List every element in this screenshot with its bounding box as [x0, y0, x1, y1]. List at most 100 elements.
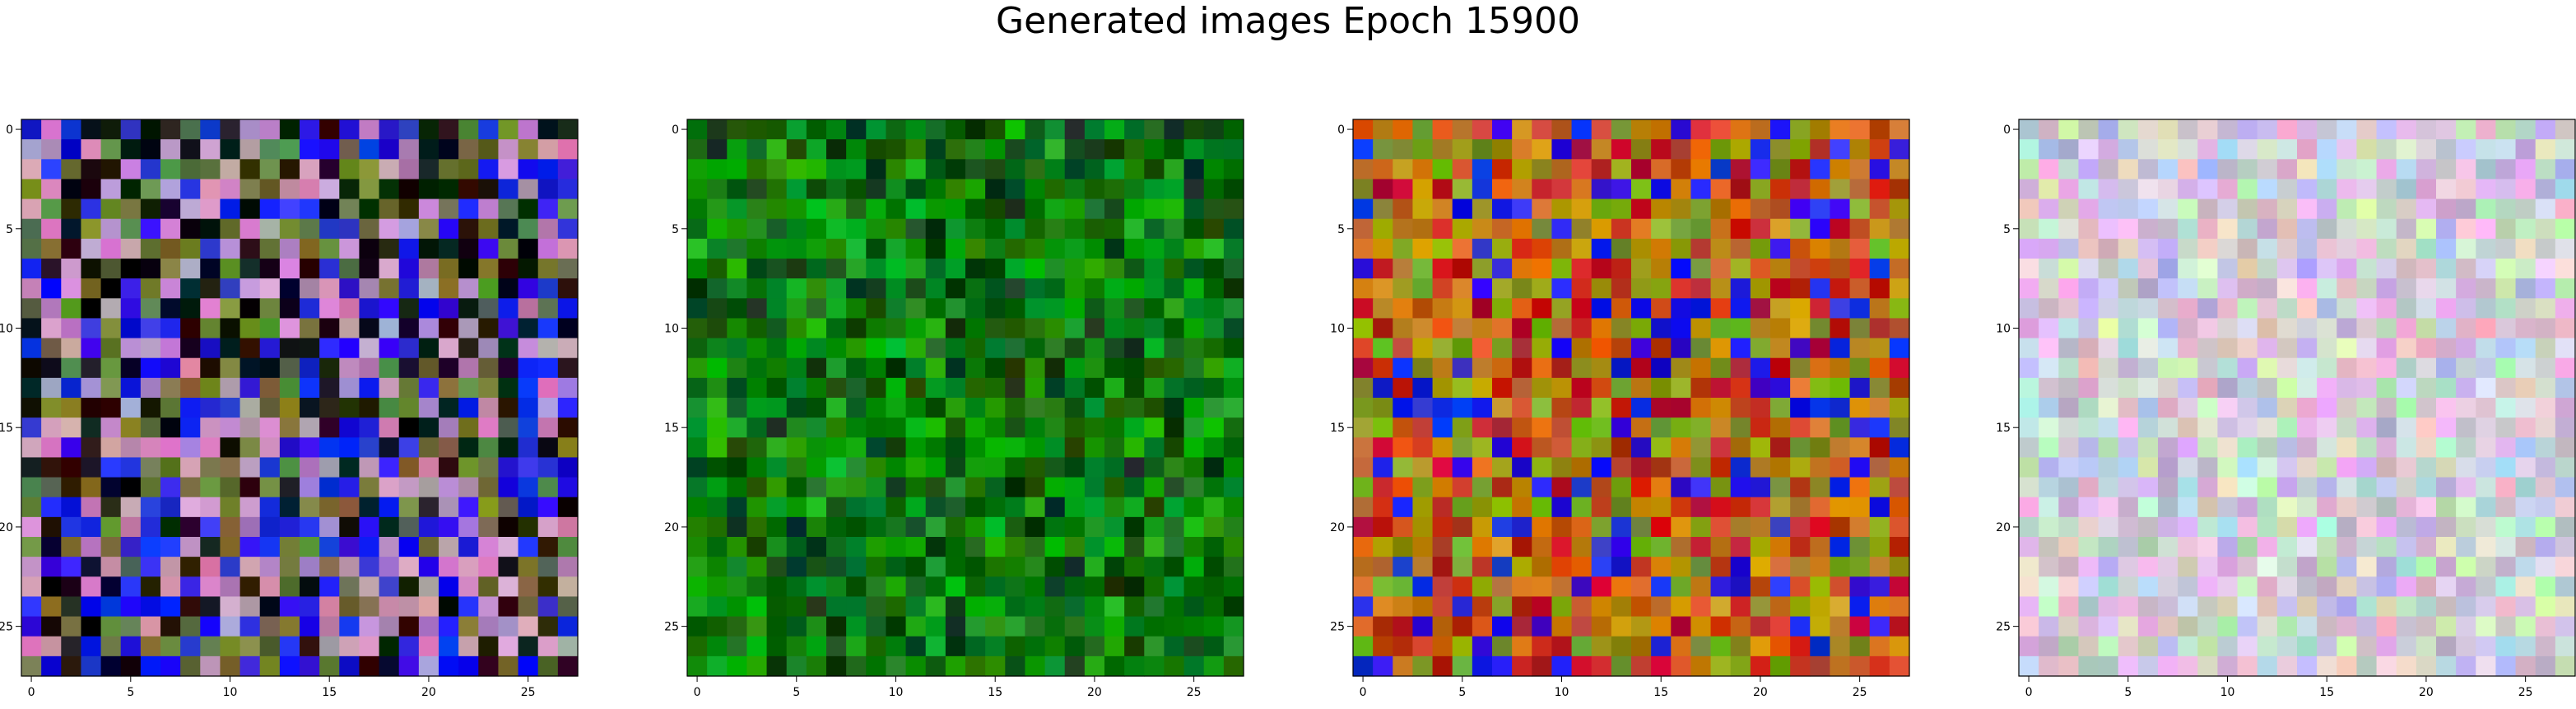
pixel: [1373, 617, 1393, 637]
x-tick-label: 15: [988, 686, 1002, 699]
pixel: [906, 259, 927, 279]
pixel: [1572, 596, 1593, 617]
pixel: [846, 318, 867, 338]
pixel: [2217, 159, 2238, 180]
pixel: [1412, 119, 1433, 140]
pixel: [220, 478, 240, 498]
pixel: [746, 517, 767, 538]
pixel: [1850, 239, 1871, 259]
pixel: [807, 298, 827, 319]
pixel: [826, 318, 847, 338]
pixel: [2058, 437, 2079, 458]
pixel: [121, 239, 142, 259]
pixel: [1104, 457, 1125, 478]
pixel: [886, 537, 906, 557]
pixel: [807, 179, 827, 199]
pixel: [807, 259, 827, 279]
pixel: [1492, 219, 1513, 240]
pixel: [846, 259, 867, 279]
pixel: [121, 378, 142, 399]
pixel: [1592, 239, 1612, 259]
pixel: [787, 596, 807, 617]
pixel: [767, 537, 788, 557]
pixel: [101, 478, 122, 498]
pixel: [767, 497, 788, 518]
pixel: [1224, 417, 1244, 438]
pixel: [1164, 358, 1184, 379]
pixel: [2277, 358, 2298, 379]
pixel: [518, 278, 539, 299]
pixel: [558, 497, 579, 518]
pixel: [1572, 457, 1593, 478]
pixel: [1890, 617, 1910, 637]
pixel: [2456, 199, 2476, 220]
pixel: [1085, 596, 1105, 617]
pixel: [2337, 378, 2357, 399]
pixel: [1770, 398, 1791, 418]
pixel: [1532, 219, 1552, 240]
pixel: [180, 596, 201, 617]
pixel: [1592, 437, 1612, 458]
pixel: [906, 478, 927, 498]
pixel: [2138, 298, 2159, 319]
pixel: [2356, 557, 2377, 577]
pixel: [2536, 318, 2556, 338]
pixel: [1204, 437, 1225, 458]
pixel: [886, 637, 906, 657]
pixel: [180, 637, 201, 657]
pixel: [1770, 139, 1791, 160]
pixel: [498, 278, 518, 299]
pixel: [1164, 239, 1184, 259]
pixel: [1790, 637, 1811, 657]
pixel: [1751, 576, 1771, 597]
pixel: [2257, 656, 2278, 677]
pixel: [1184, 637, 1205, 657]
pixel: [2377, 159, 2397, 180]
pixel: [1551, 259, 1572, 279]
pixel: [2019, 259, 2039, 279]
pixel: [280, 298, 300, 319]
pixel: [2019, 557, 2039, 577]
pixel: [319, 557, 340, 577]
pixel: [2495, 437, 2516, 458]
pixel: [2317, 199, 2337, 220]
x-tick-label: 25: [2518, 686, 2533, 699]
pixel: [61, 656, 81, 677]
pixel: [826, 139, 847, 160]
pixel: [1104, 378, 1125, 399]
pixel: [2217, 139, 2238, 160]
pixel: [518, 358, 539, 379]
pixel: [21, 159, 42, 180]
pixel: [1144, 338, 1165, 359]
pixel: [2516, 179, 2536, 199]
pixel: [965, 139, 986, 160]
pixel: [1631, 159, 1652, 180]
pixel: [926, 596, 946, 617]
pixel: [538, 457, 559, 478]
pixel: [458, 617, 479, 637]
pixel: [2058, 497, 2079, 518]
pixel: [379, 119, 400, 140]
pixel: [399, 259, 420, 279]
pixel: [886, 338, 906, 359]
pixel: [1711, 139, 1732, 160]
pixel: [1393, 259, 1413, 279]
pixel: [1124, 617, 1145, 637]
pixel: [1830, 298, 1850, 319]
pixel: [1104, 437, 1125, 458]
pixel: [21, 537, 42, 557]
pixel: [1005, 437, 1025, 458]
pixel: [787, 179, 807, 199]
pixel: [2257, 417, 2278, 438]
pixel: [2416, 656, 2437, 677]
pixel: [2277, 557, 2298, 577]
pixel: [965, 537, 986, 557]
pixel: [1085, 497, 1105, 518]
pixel: [1144, 417, 1165, 438]
pixel: [458, 398, 479, 418]
pixel: [965, 278, 986, 299]
pixel: [1353, 596, 1374, 617]
pixel: [1512, 219, 1532, 240]
pixel: [2099, 576, 2119, 597]
pixel: [2178, 318, 2198, 338]
